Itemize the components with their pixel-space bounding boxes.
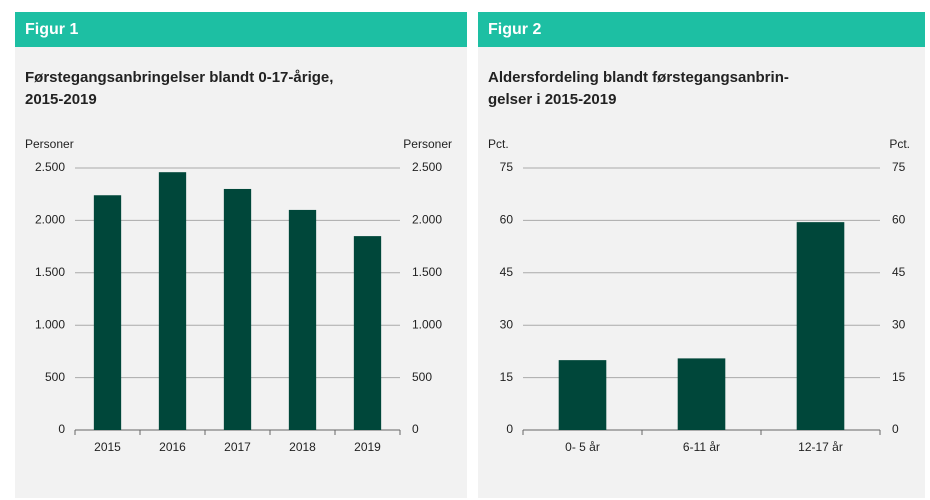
y-tick-label: 0 bbox=[58, 422, 65, 436]
x-tick-label: 2019 bbox=[354, 440, 381, 454]
bar bbox=[796, 222, 845, 430]
y2-tick-label: 60 bbox=[892, 213, 906, 227]
chart-title: gelser i 2015-2019 bbox=[488, 91, 616, 108]
x-tick-label: 6-11 år bbox=[683, 440, 720, 454]
y-tick-label: 0 bbox=[506, 422, 513, 436]
x-tick-label: 2018 bbox=[289, 440, 316, 454]
y2-tick-label: 1.500 bbox=[412, 265, 442, 279]
y-tick-label: 2.000 bbox=[35, 213, 65, 227]
bar bbox=[558, 360, 607, 430]
y2-axis-label: Personer bbox=[403, 137, 452, 151]
bar bbox=[677, 358, 726, 430]
y2-tick-label: 0 bbox=[892, 422, 899, 436]
y-tick-label: 1.000 bbox=[35, 317, 65, 331]
y2-tick-label: 30 bbox=[892, 317, 906, 331]
y2-tick-label: 0 bbox=[412, 422, 419, 436]
x-tick-label: 2016 bbox=[159, 440, 186, 454]
y-tick-label: 30 bbox=[500, 317, 514, 331]
x-tick-label: 12-17 år bbox=[798, 440, 843, 454]
bar bbox=[93, 195, 122, 430]
bar bbox=[158, 172, 187, 430]
x-tick-label: 2017 bbox=[224, 440, 251, 454]
y-tick-label: 500 bbox=[45, 370, 65, 384]
y2-tick-label: 500 bbox=[412, 370, 432, 384]
panel-label: Figur 2 bbox=[488, 21, 541, 38]
y2-axis-label: Pct. bbox=[889, 137, 910, 151]
panel-header bbox=[478, 12, 925, 47]
y-tick-label: 45 bbox=[500, 265, 514, 279]
chart-title: 2015-2019 bbox=[25, 91, 97, 108]
panel-header bbox=[15, 12, 467, 47]
bar bbox=[353, 236, 382, 430]
y-tick-label: 15 bbox=[500, 370, 514, 384]
x-tick-label: 0- 5 år bbox=[565, 440, 600, 454]
y2-tick-label: 1.000 bbox=[412, 317, 442, 331]
y-tick-label: 60 bbox=[500, 213, 514, 227]
y2-tick-label: 75 bbox=[892, 160, 906, 174]
y2-tick-label: 2.500 bbox=[412, 160, 442, 174]
bar bbox=[223, 188, 252, 430]
y2-tick-label: 15 bbox=[892, 370, 906, 384]
chart-title: Aldersfordeling blandt førstegangsanbrin… bbox=[488, 69, 789, 86]
y-tick-label: 2.500 bbox=[35, 160, 65, 174]
y-tick-label: 75 bbox=[500, 160, 514, 174]
y-axis-label: Pct. bbox=[488, 137, 509, 151]
x-tick-label: 2015 bbox=[94, 440, 121, 454]
y2-tick-label: 45 bbox=[892, 265, 906, 279]
y-tick-label: 1.500 bbox=[35, 265, 65, 279]
chart-title: Førstegangsanbringelser blandt 0-17-årig… bbox=[25, 69, 333, 86]
bar bbox=[288, 209, 317, 430]
y2-tick-label: 2.000 bbox=[412, 213, 442, 227]
y-axis-label: Personer bbox=[25, 137, 74, 151]
panel-label: Figur 1 bbox=[25, 21, 78, 38]
